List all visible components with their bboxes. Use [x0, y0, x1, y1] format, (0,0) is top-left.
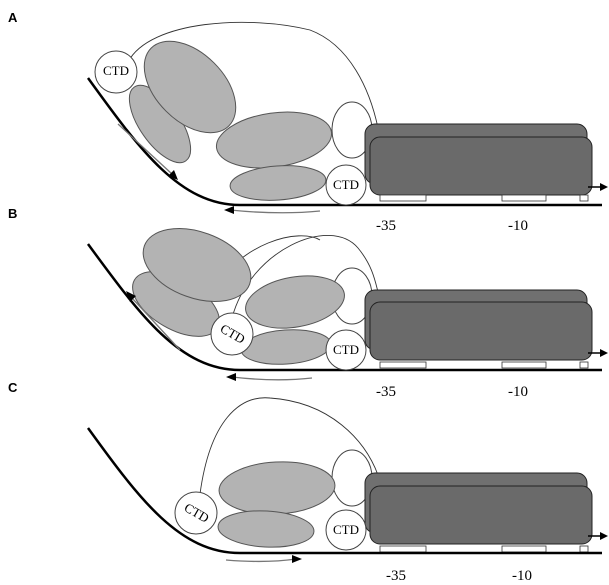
box	[580, 362, 588, 368]
panel-c-drawing: CTD CTD -35 -10	[88, 398, 606, 584]
motion-arrow	[230, 210, 320, 213]
box	[502, 546, 546, 552]
ctd-label: CTD	[103, 63, 129, 78]
panel-b-drawing: CTD CTD -35 -10	[88, 215, 606, 400]
box	[502, 362, 546, 368]
polymerase	[370, 137, 592, 195]
position-label: -35	[386, 568, 406, 584]
arrowhead	[292, 555, 302, 563]
box	[380, 546, 426, 552]
panel-c: C	[8, 380, 18, 395]
box	[380, 362, 426, 368]
subunit	[240, 327, 332, 367]
position-label: -10	[508, 384, 528, 400]
panel-a-drawing: CTD CTD -35 -10	[88, 22, 606, 234]
position-label: -10	[508, 218, 528, 234]
position-label: -35	[376, 218, 396, 234]
position-label: -35	[376, 384, 396, 400]
ctd-label: CTD	[333, 342, 359, 357]
box	[580, 546, 588, 552]
polymerase	[370, 302, 592, 360]
box	[580, 195, 588, 201]
panel-b: B	[8, 206, 17, 221]
figure: A B C CTD CTD -35 -10	[0, 0, 609, 585]
motion-arrow	[226, 559, 296, 561]
box	[380, 195, 426, 201]
panel-label: C	[8, 380, 18, 395]
subunit	[229, 163, 327, 204]
subunit	[241, 269, 348, 336]
ctd-label: CTD	[333, 177, 359, 192]
motion-arrow	[232, 377, 312, 380]
arrowhead	[226, 373, 236, 381]
panel-label: A	[8, 10, 18, 25]
panel-label: B	[8, 206, 17, 221]
polymerase	[370, 486, 592, 544]
arrowhead	[224, 206, 234, 214]
panel-a: A	[8, 10, 18, 25]
position-label: -10	[512, 568, 532, 584]
subunit	[217, 509, 315, 550]
box	[502, 195, 546, 201]
subunit	[218, 459, 337, 517]
ctd-label: CTD	[333, 522, 359, 537]
